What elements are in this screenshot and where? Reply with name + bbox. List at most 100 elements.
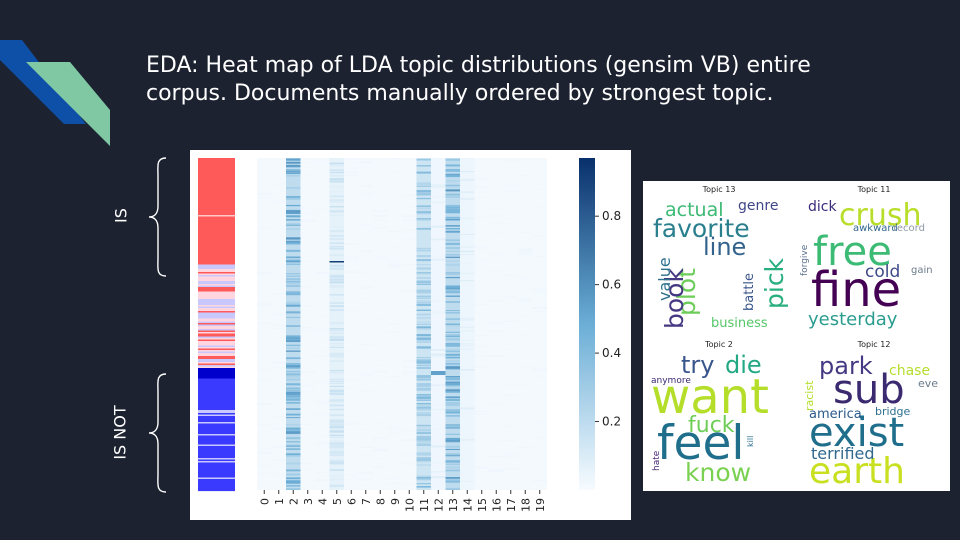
- class-strip-row: [198, 453, 235, 456]
- heatmap-cell: [358, 453, 373, 456]
- heatmap-cell: [416, 267, 431, 269]
- heatmap-cell: [445, 290, 460, 292]
- heatmap-cell: [373, 441, 388, 443]
- class-strip-row: [198, 408, 235, 411]
- heatmap-cell: [416, 438, 431, 440]
- wordcloud-word: bridge: [875, 405, 911, 418]
- heatmap-cell: [445, 216, 460, 219]
- heatmap-cell: [445, 310, 460, 311]
- class-strip-row: [198, 392, 235, 394]
- class-strip-row: [198, 309, 235, 312]
- heatmap-cell: [445, 453, 460, 456]
- heatmap-cell: [257, 463, 272, 465]
- heatmap-cell: [271, 241, 286, 244]
- heatmap-cell: [445, 469, 460, 472]
- heatmap-cell: [445, 285, 460, 288]
- heatmap-cell: [329, 392, 344, 395]
- heatmap-cell: [416, 486, 431, 488]
- heatmap-cell: [257, 322, 272, 325]
- class-strip-row: [198, 168, 235, 171]
- heatmap-cell: [286, 371, 301, 373]
- heatmap-cell: [257, 378, 272, 381]
- heatmap-cell: [387, 376, 402, 378]
- heatmap-cell: [431, 201, 446, 204]
- heatmap-cell: [300, 327, 315, 329]
- heatmap-cell: [460, 191, 475, 194]
- class-strip-row: [198, 333, 235, 336]
- heatmap-cell: [489, 402, 504, 406]
- heatmap-cell: [416, 247, 431, 250]
- class-strip-row: [198, 200, 235, 202]
- heatmap-cell: [329, 382, 344, 384]
- heatmap-cell: [416, 321, 431, 323]
- wordcloud-word: crush: [839, 198, 922, 233]
- heatmap-cell: [300, 343, 315, 346]
- heatmap-cell: [271, 459, 286, 461]
- class-strip-row: [198, 458, 235, 460]
- heatmap-cell: [445, 385, 460, 387]
- heatmap-cell: [387, 413, 402, 416]
- heatmap-cell: [416, 297, 431, 299]
- class-strip-row: [198, 386, 235, 388]
- heatmap-cell: [329, 371, 344, 374]
- class-strip-row: [198, 270, 235, 273]
- heatmap-cell: [329, 254, 344, 256]
- heatmap-cell: [503, 160, 518, 162]
- class-strip-row: [198, 482, 235, 484]
- heatmap-cell: [329, 423, 344, 426]
- heatmap-cell: [416, 255, 431, 258]
- class-strip-row: [198, 290, 235, 292]
- heatmap-cell: [445, 272, 460, 274]
- heatmap-cell: [460, 254, 475, 256]
- heatmap-cell: [402, 215, 417, 218]
- heatmap-cell: [431, 299, 446, 302]
- heatmap-column-topic-9: [387, 158, 402, 490]
- heatmap-cell: [271, 473, 286, 474]
- x-tick-label: 14: [461, 498, 474, 512]
- class-strip-row: [198, 291, 235, 294]
- heatmap-cell: [445, 455, 460, 456]
- class-strip-row: [198, 486, 235, 489]
- class-strip-row: [198, 467, 235, 469]
- heatmap-cell: [460, 318, 475, 321]
- heatmap-column-topic-10: [402, 158, 417, 490]
- heatmap-cell: [271, 223, 286, 226]
- heatmap-cell: [373, 317, 388, 319]
- heatmap-cell: [329, 439, 344, 442]
- heatmap-cell: [329, 449, 344, 452]
- heatmap-cell: [416, 213, 431, 215]
- heatmap-cell: [329, 186, 344, 188]
- heatmap-cell: [358, 185, 373, 188]
- heatmap-cell: [416, 290, 431, 293]
- heatmap-cell: [315, 435, 330, 438]
- heatmap-cell: [286, 379, 301, 381]
- heatmap-cell: [445, 448, 460, 450]
- heatmap-cell: [329, 191, 344, 193]
- heatmap-cell: [286, 485, 301, 487]
- heatmap-cell: [286, 215, 301, 218]
- heatmap-cell: [329, 385, 344, 387]
- class-strip-row: [198, 203, 235, 205]
- heatmap-cell: [431, 355, 446, 357]
- heatmap-cell: [286, 339, 301, 343]
- heatmap-cell: [344, 423, 359, 425]
- class-strip-row: [198, 242, 235, 244]
- heatmap-cell: [431, 184, 446, 186]
- heatmap-cell: [329, 484, 344, 486]
- heatmap-cell: [286, 223, 301, 226]
- heatmap-cell: [329, 454, 344, 457]
- heatmap-cell: [416, 314, 431, 316]
- wordcloud-word: feel: [657, 416, 744, 471]
- class-strip-row: [198, 339, 235, 342]
- heatmap-cell: [474, 260, 489, 261]
- heatmap-cell: [373, 196, 388, 199]
- heatmap-cell: [445, 488, 460, 490]
- heatmap-cell: [460, 234, 475, 235]
- heatmap-cell: [329, 419, 344, 422]
- colorbar-tick-label: 0.6: [602, 278, 621, 292]
- heatmap-cell: [373, 210, 388, 212]
- heatmap-cell: [445, 364, 460, 366]
- heatmap-cell: [358, 196, 373, 198]
- chevron-logo-icon: [0, 40, 110, 146]
